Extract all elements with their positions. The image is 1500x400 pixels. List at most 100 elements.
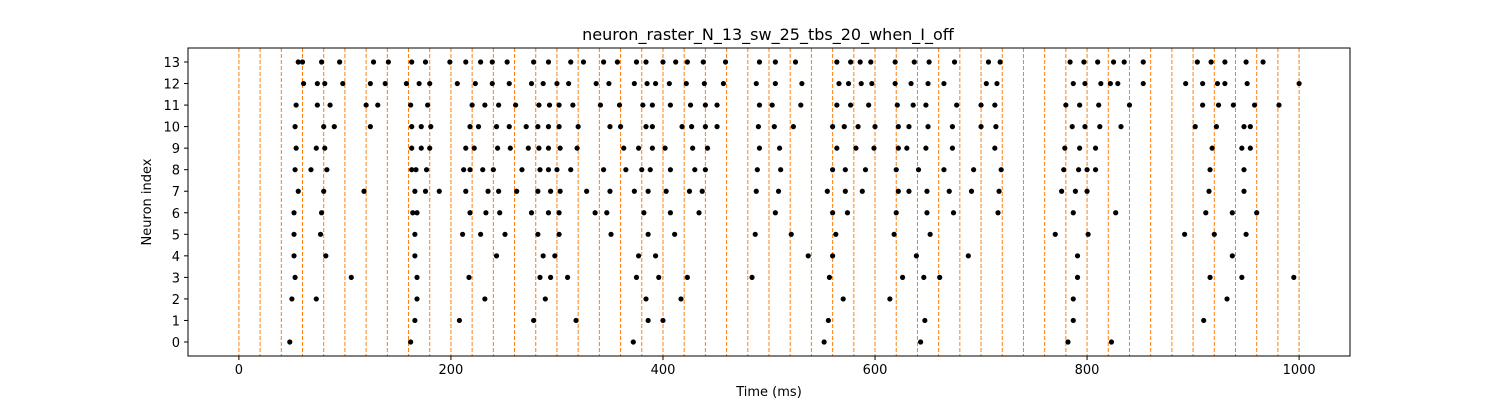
spike-point: [370, 59, 377, 65]
spike-point: [913, 253, 919, 259]
spike-point: [910, 102, 916, 108]
spike-point: [892, 59, 898, 65]
spike-point: [844, 210, 851, 216]
spike-point: [454, 80, 460, 87]
spike-point: [893, 167, 899, 173]
spike-point: [771, 124, 777, 130]
y-tick-label: 8: [172, 164, 180, 179]
spike-point: [490, 167, 496, 173]
spike-point: [700, 59, 706, 65]
spike-point: [652, 253, 659, 259]
x-axis-label: Time (ms): [735, 385, 802, 400]
spike-point: [482, 296, 488, 302]
spike-point: [1082, 80, 1088, 87]
spike-point: [287, 339, 293, 345]
spike-point: [1069, 124, 1075, 130]
x-tick-label: 0: [235, 363, 243, 378]
spike-point: [906, 124, 912, 130]
spike-point: [466, 274, 472, 280]
spike-point: [937, 274, 943, 280]
spike-point: [382, 80, 388, 87]
x-tick-label: 200: [439, 363, 464, 378]
spike-point: [1097, 124, 1103, 130]
spike-point: [714, 102, 720, 108]
spike-point: [899, 274, 906, 280]
spike-point: [547, 188, 554, 194]
spike-point: [645, 231, 651, 237]
spike-point: [687, 102, 694, 108]
spike-point: [777, 145, 783, 151]
spike-point: [704, 145, 711, 151]
spike-point: [427, 80, 433, 87]
spike-point: [616, 102, 623, 108]
spike-point: [1065, 339, 1071, 345]
spike-point: [1203, 210, 1209, 216]
spike-point: [422, 59, 429, 65]
spike-point: [1214, 80, 1221, 87]
spike-point: [855, 124, 861, 130]
spike-point: [459, 231, 466, 237]
spike-point: [545, 145, 552, 151]
spike-point: [308, 167, 314, 173]
spike-point: [485, 188, 491, 194]
spike-point: [463, 188, 469, 194]
spike-point: [775, 188, 782, 194]
spike-point: [573, 317, 579, 324]
spike-point: [660, 317, 666, 324]
spike-point: [367, 80, 373, 87]
spike-point: [772, 80, 778, 87]
spike-point: [291, 210, 297, 216]
spike-point: [545, 167, 552, 173]
spike-point: [983, 80, 989, 87]
spike-point: [830, 167, 836, 173]
spike-point: [1251, 102, 1258, 108]
spike-point: [363, 102, 369, 108]
spike-point: [772, 210, 778, 216]
spike-point: [552, 253, 558, 259]
spike-point: [639, 167, 645, 173]
spike-point: [641, 210, 647, 216]
spike-point: [496, 102, 502, 108]
spike-point: [418, 124, 424, 130]
spike-point: [414, 296, 420, 302]
spike-point: [467, 124, 473, 130]
spike-point: [805, 253, 811, 259]
spike-point: [423, 167, 430, 173]
spike-point: [630, 339, 636, 345]
spike-point: [621, 145, 627, 151]
spike-point: [1222, 80, 1228, 87]
spike-point: [295, 59, 301, 65]
spike-point: [1239, 145, 1245, 151]
spike-point: [1082, 124, 1088, 130]
spike-point: [540, 253, 546, 259]
spike-point: [1230, 102, 1236, 108]
spike-point: [408, 339, 414, 345]
spike-point: [414, 210, 420, 216]
spike-point: [403, 80, 410, 87]
spike-point: [904, 145, 910, 151]
spike-point: [686, 188, 693, 194]
spike-point: [872, 124, 878, 130]
y-tick-label: 6: [172, 207, 180, 222]
spike-point: [692, 167, 698, 173]
spike-point: [1208, 59, 1214, 65]
spike-point: [528, 210, 535, 216]
spike-point: [871, 145, 877, 151]
spike-point: [1084, 188, 1090, 194]
spike-point: [993, 124, 999, 130]
spike-point: [361, 188, 367, 194]
spike-point: [504, 59, 510, 65]
spike-point: [633, 59, 640, 65]
spike-point: [701, 80, 707, 87]
spike-point: [537, 167, 543, 173]
spike-point: [574, 145, 580, 151]
spike-point: [644, 80, 650, 87]
spike-point: [908, 80, 914, 87]
y-tick-label: 2: [172, 293, 180, 308]
spike-point: [769, 102, 775, 108]
spike-point: [631, 80, 637, 87]
chart-title: neuron_raster_N_13_sw_25_tbs_20_when_I_o…: [582, 25, 955, 45]
spike-point: [892, 80, 898, 87]
spike-point: [422, 188, 429, 194]
